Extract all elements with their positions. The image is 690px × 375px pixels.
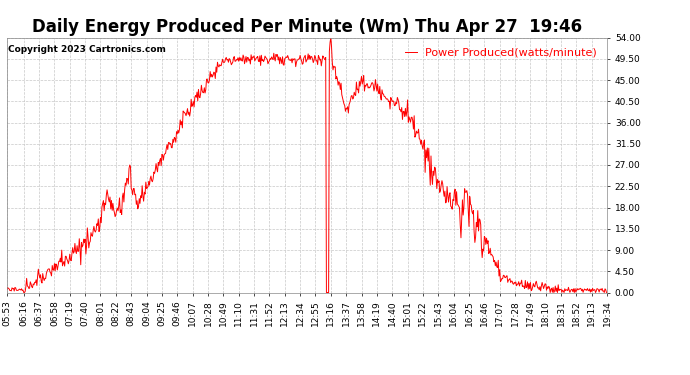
- Text: Copyright 2023 Cartronics.com: Copyright 2023 Cartronics.com: [8, 45, 166, 54]
- Power Produced(watts/minute): [126, 165, 135, 169]
- Power Produced(watts/minute): [89, 228, 97, 233]
- Power Produced(watts/minute): [302, 58, 311, 63]
- Legend: Power Produced(watts/minute): Power Produced(watts/minute): [401, 43, 602, 62]
- Line: Power Produced(watts/minute): Power Produced(watts/minute): [7, 38, 607, 292]
- Power Produced(watts/minute): [3, 287, 11, 292]
- Power Produced(watts/minute): [550, 290, 558, 295]
- Title: Daily Energy Produced Per Minute (Wm) Thu Apr 27  19:46: Daily Energy Produced Per Minute (Wm) Th…: [32, 18, 582, 36]
- Power Produced(watts/minute): [341, 103, 349, 108]
- Power Produced(watts/minute): [19, 290, 28, 295]
- Power Produced(watts/minute): [246, 62, 255, 66]
- Power Produced(watts/minute): [603, 290, 611, 295]
- Power Produced(watts/minute): [326, 35, 335, 40]
